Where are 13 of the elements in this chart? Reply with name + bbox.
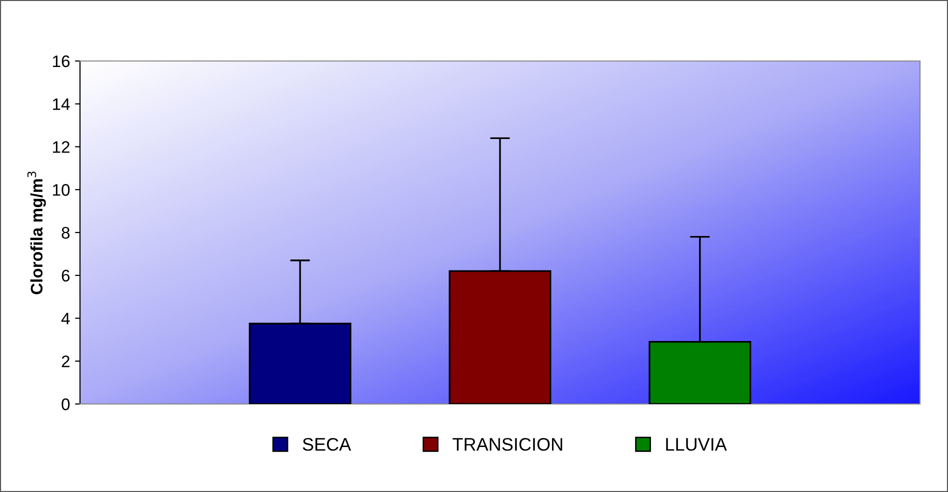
y-tick-label: 10	[53, 184, 70, 196]
legend-label: TRANSICION	[452, 438, 562, 451]
legend-label: LLUVIA	[666, 438, 727, 451]
y-tick-label: 16	[53, 55, 70, 68]
y-axis-title: Clorofila mg/m$^{3}$	[27, 172, 46, 294]
y-tick-label: 8	[62, 226, 70, 239]
y-tick-label: 0	[62, 398, 70, 410]
y-tick-label: 2	[62, 356, 70, 368]
y-tick-label: 14	[53, 98, 70, 110]
y-tick-label: 12	[53, 141, 70, 153]
legend-label: SECA	[302, 438, 352, 451]
y-tick-label: 4	[61, 312, 70, 324]
y-tick-label: 6	[62, 270, 70, 282]
